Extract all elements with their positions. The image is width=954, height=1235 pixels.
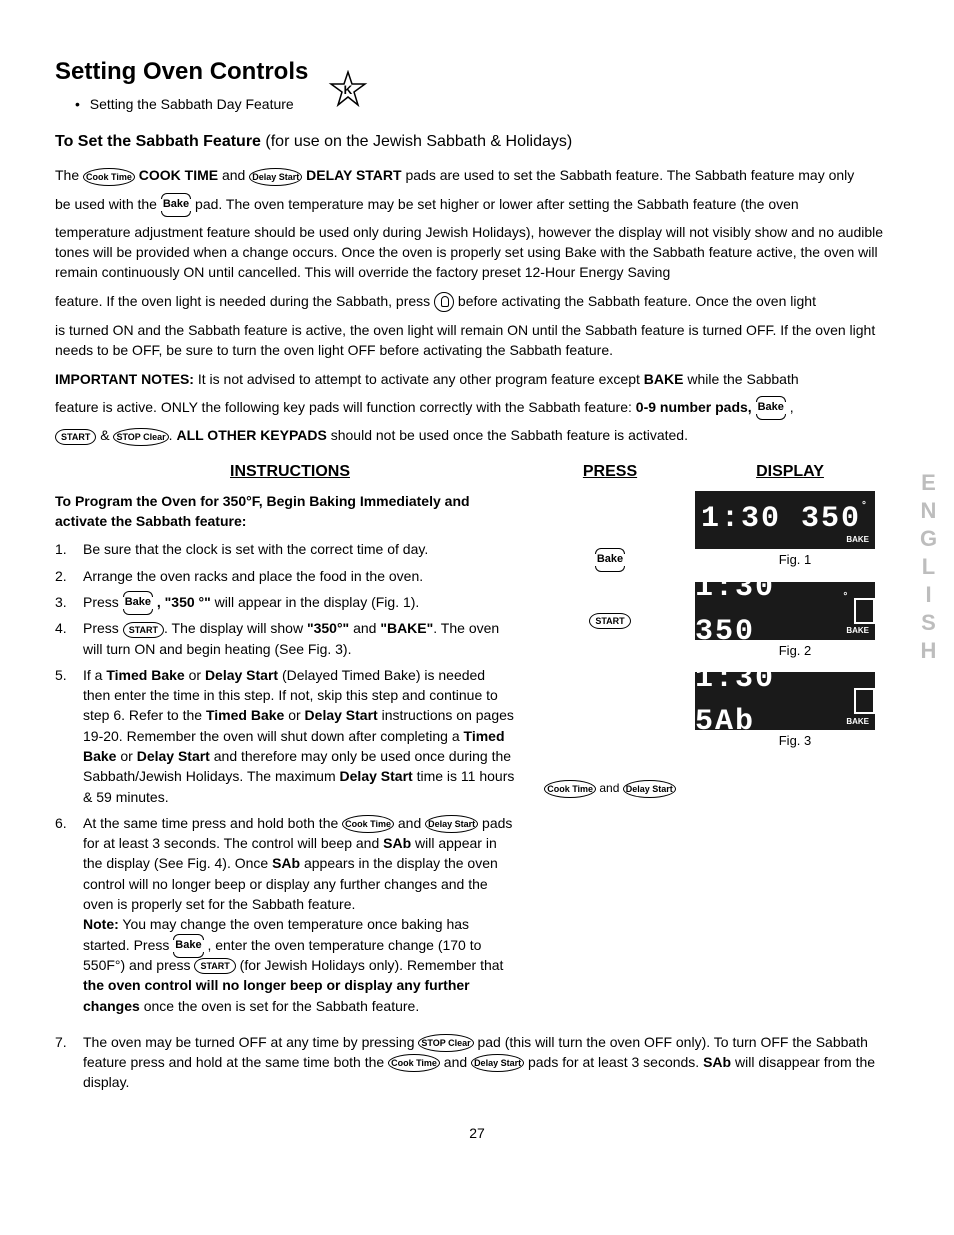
col-header-instructions: INSTRUCTIONS — [55, 460, 525, 483]
cook-time-icon: Cook Time — [388, 1054, 440, 1072]
intro-p5: is turned ON and the Sabbath feature is … — [55, 320, 899, 361]
display-column: 1:30 350° BAKE Fig. 1 1:30 350° BAKE Fig… — [695, 491, 895, 764]
start-icon: START — [123, 622, 164, 638]
display-fig1: 1:30 350° BAKE — [695, 491, 875, 549]
bake-icon: Bake — [756, 400, 786, 416]
delay-start-icon: Delay Start — [425, 815, 478, 833]
display-fig3: 1:30 5Ab BAKE — [695, 672, 875, 730]
intro-p1: The Cook Time COOK TIME and Delay Start … — [55, 165, 899, 185]
star-k-icon: K — [328, 70, 368, 110]
bake-icon: Bake — [161, 197, 191, 213]
step-4: 4. Press START. The display will show "3… — [55, 618, 515, 659]
col-header-display: DISPLAY — [695, 460, 885, 483]
start-icon: START — [55, 429, 96, 445]
bake-icon: Bake — [173, 938, 203, 954]
press-delay-start-icon: Delay Start — [623, 780, 676, 798]
subtitle: Setting the Sabbath Day Feature — [55, 94, 308, 114]
delay-start-icon: Delay Start — [471, 1054, 524, 1072]
start-icon: START — [194, 958, 235, 974]
step-3: 3. Press Bake , "350 °" will appear in t… — [55, 592, 515, 612]
delay-start-icon: Delay Start — [249, 168, 302, 186]
step-7: 7. The oven may be turned OFF at any tim… — [55, 1032, 899, 1093]
step-2: 2.Arrange the oven racks and place the f… — [55, 566, 515, 586]
stop-icon: STOP Clear — [113, 428, 168, 446]
svg-text:K: K — [344, 83, 353, 97]
column-headers: INSTRUCTIONS PRESS DISPLAY — [55, 460, 899, 483]
step-1: 1.Be sure that the clock is set with the… — [55, 539, 515, 559]
intro-p2: be used with the Bake pad. The oven temp… — [55, 194, 899, 214]
instructions-column: To Program the Oven for 350°F, Begin Bak… — [55, 491, 525, 1022]
bake-icon: Bake — [123, 595, 153, 611]
step-6: 6. At the same time press and hold both … — [55, 813, 515, 1016]
cook-time-icon: Cook Time — [83, 168, 135, 186]
step-5: 5. If a Timed Bake or Delay Start (Delay… — [55, 665, 515, 807]
cook-time-icon: Cook Time — [342, 815, 394, 833]
intro-p7: feature is active. ONLY the following ke… — [55, 397, 899, 417]
stop-icon: STOP Clear — [418, 1034, 473, 1052]
intro-p8: START & STOP Clear. ALL OTHER KEYPADS sh… — [55, 425, 899, 445]
page-number: 27 — [55, 1123, 899, 1143]
intro-p6: IMPORTANT NOTES: It is not advised to at… — [55, 369, 899, 389]
press-start-icon: START — [589, 613, 630, 629]
press-bake-icon: Bake — [595, 552, 625, 568]
program-heading: To Program the Oven for 350°F, Begin Bak… — [55, 491, 515, 532]
intro-p3: temperature adjustment feature should be… — [55, 222, 899, 283]
intro-p4: feature. If the oven light is needed dur… — [55, 291, 899, 312]
section-heading-rest: (for use on the Jewish Sabbath & Holiday… — [261, 133, 572, 150]
col-header-press: PRESS — [525, 460, 695, 483]
press-cook-time-icon: Cook Time — [544, 780, 596, 798]
press-column: Bake START Cook Time and Delay Start — [525, 491, 695, 842]
section-heading: To Set the Sabbath Feature — [55, 133, 261, 150]
language-label: ENGLISH — [912, 470, 944, 666]
page-title: Setting Oven Controls — [55, 55, 308, 90]
oven-light-icon — [434, 292, 454, 312]
display-fig2: 1:30 350° BAKE — [695, 582, 875, 640]
